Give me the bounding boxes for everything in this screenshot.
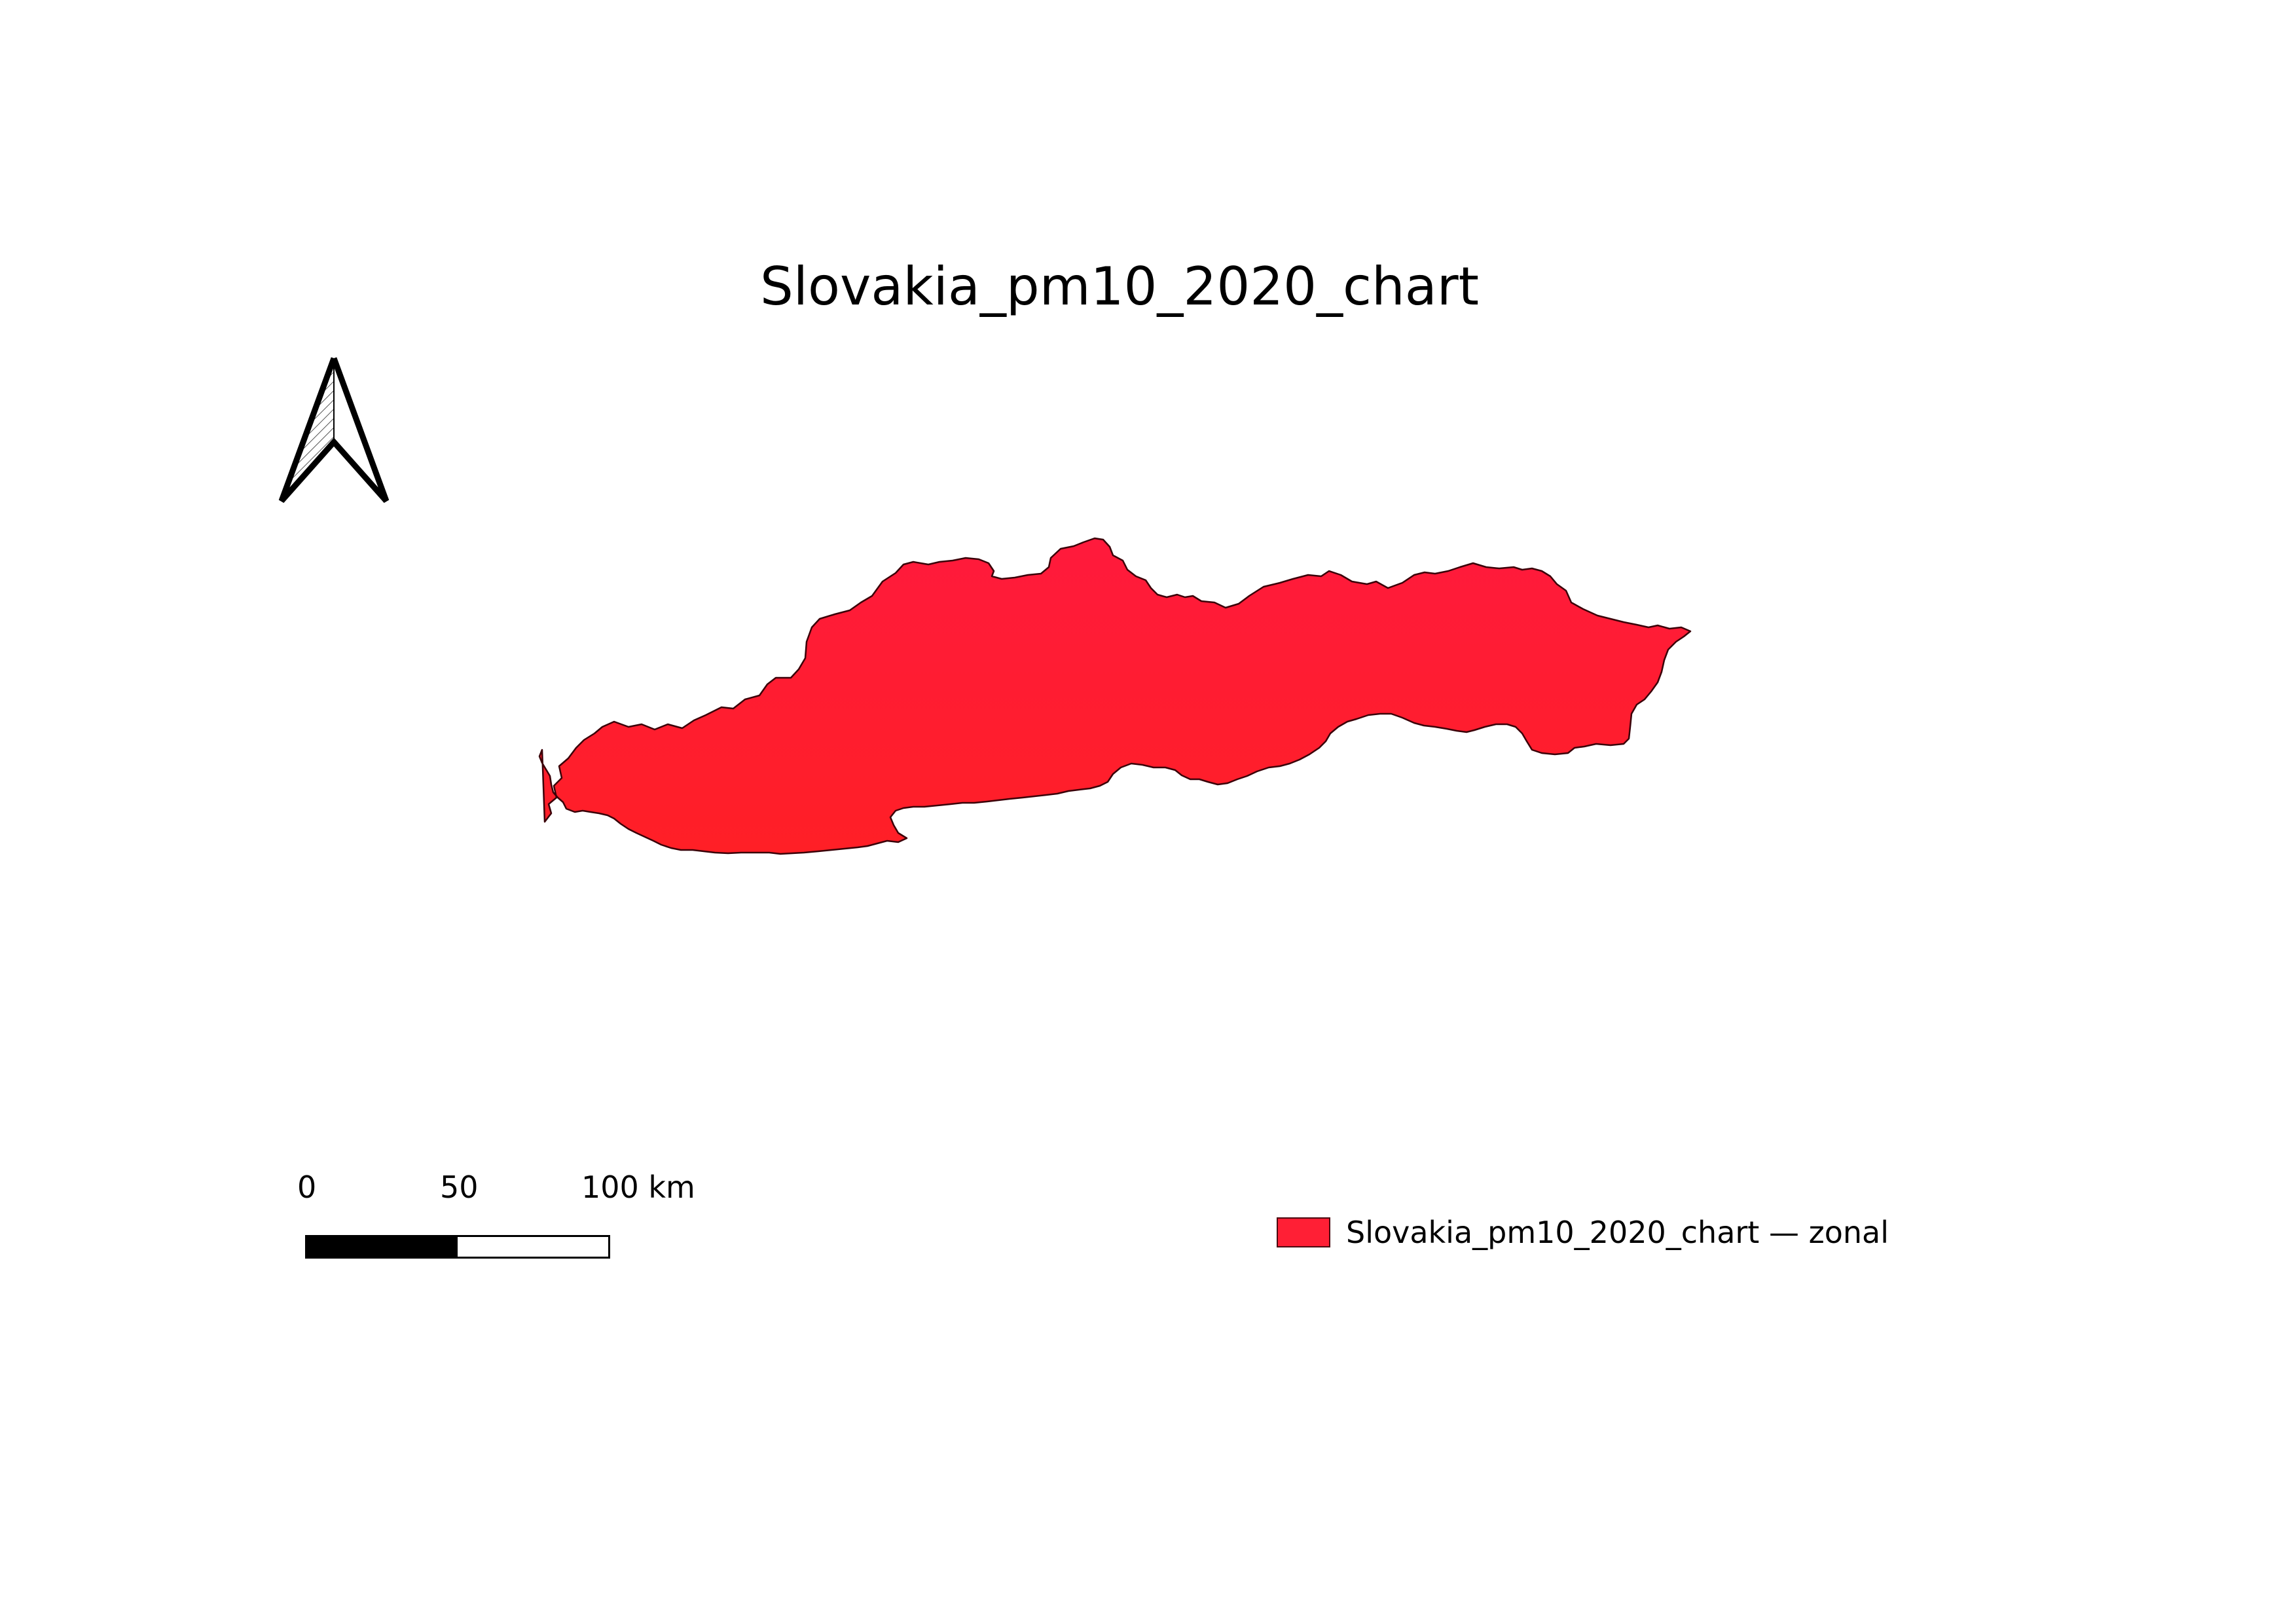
map-title: Slovakia_pm10_2020_chart [760,256,1479,317]
north-arrow-icon [272,350,396,511]
scale-segment-white [458,1237,608,1257]
legend-swatch [1277,1217,1330,1247]
scale-label-100km: 100 km [581,1170,695,1205]
map-canvas[interactable] [537,511,1912,982]
legend-label: Slovakia_pm10_2020_chart — zonal [1346,1215,1889,1250]
scale-bar: 0 50 100 km [288,1170,695,1277]
legend: Slovakia_pm10_2020_chart — zonal [1277,1213,1889,1252]
scale-segment-black [307,1237,458,1257]
scale-label-50: 50 [440,1170,479,1205]
scale-bar-segments [305,1235,610,1259]
slovakia-map [538,537,1692,855]
scale-label-0: 0 [297,1170,317,1205]
country-shape[interactable] [538,537,1692,855]
